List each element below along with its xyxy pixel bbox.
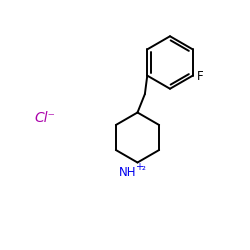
Text: ₂: ₂ [141,162,145,172]
Text: NH: NH [119,166,136,178]
Text: Cl⁻: Cl⁻ [34,110,56,124]
Text: F: F [197,70,204,84]
Text: +: + [136,162,143,172]
